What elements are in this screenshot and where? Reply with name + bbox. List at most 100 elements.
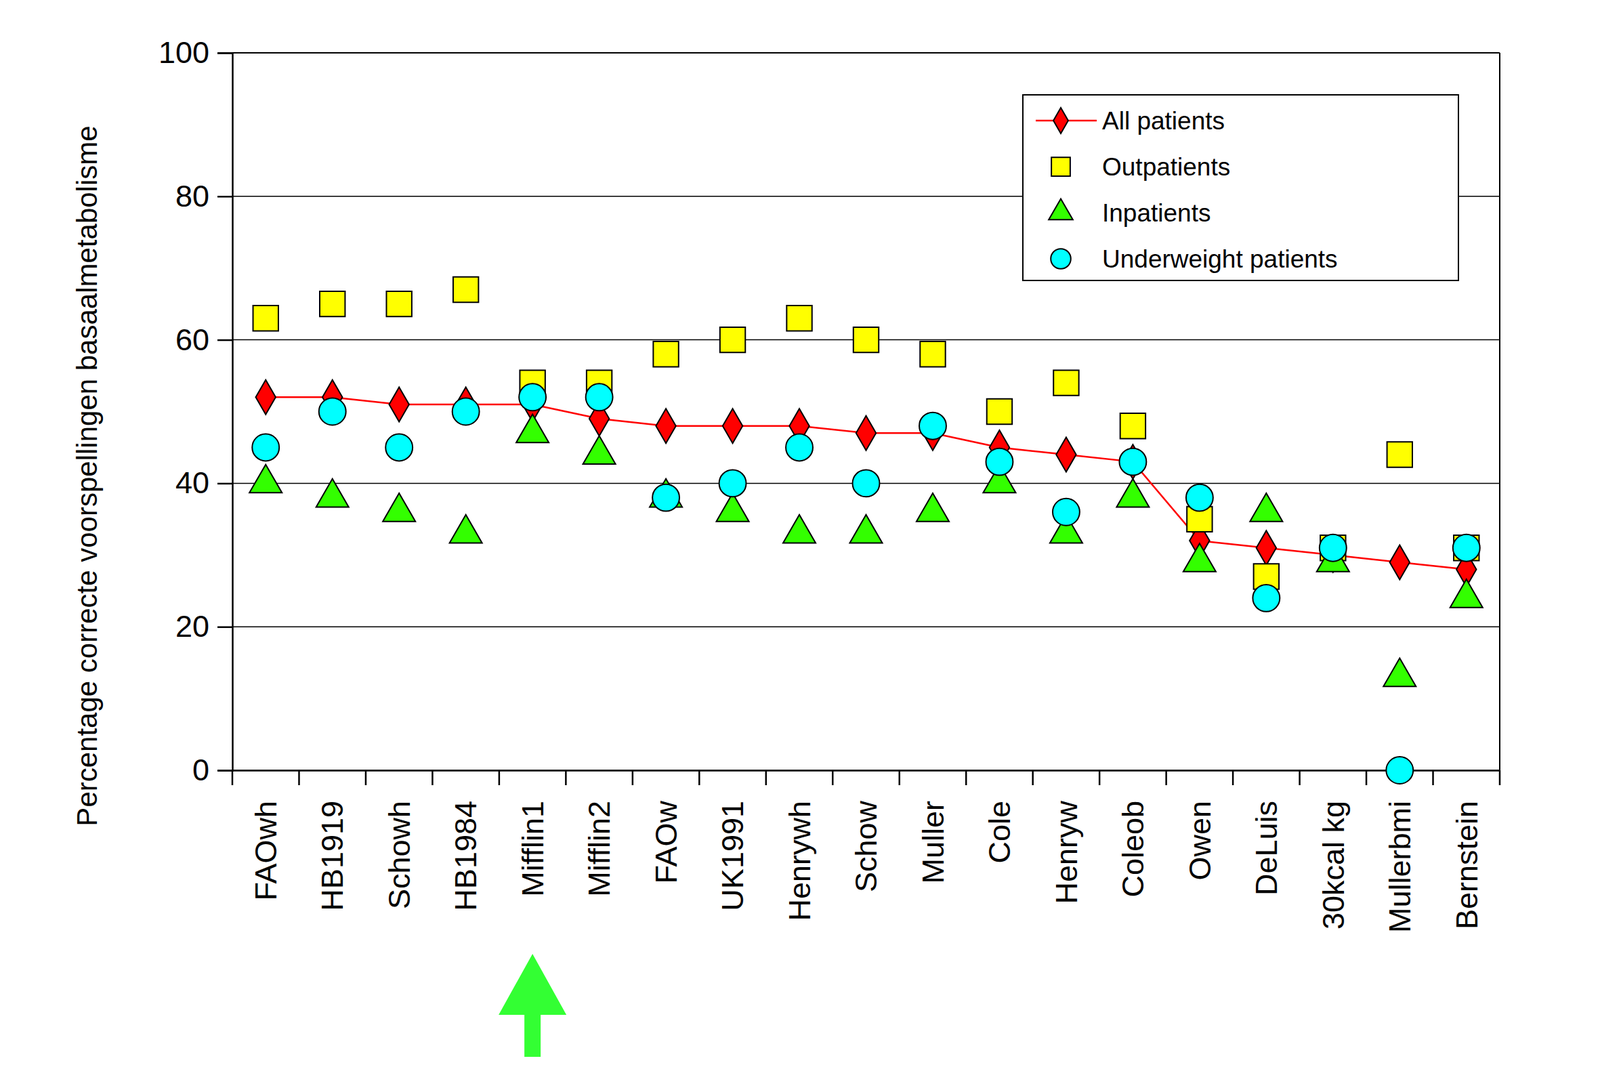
tick-mark xyxy=(1365,770,1368,786)
tick: FAOw xyxy=(648,800,684,884)
marker xyxy=(256,380,276,415)
tick-label: Cole xyxy=(982,800,1017,864)
tick-label: UK1991 xyxy=(715,800,750,912)
tick-mark xyxy=(217,339,233,342)
marker xyxy=(1453,534,1481,562)
marker xyxy=(1383,658,1416,687)
legend-label: All patients xyxy=(1102,107,1225,135)
tick: 40 xyxy=(175,465,233,500)
series xyxy=(253,277,1480,590)
marker xyxy=(719,469,747,497)
marker xyxy=(1252,584,1280,612)
tick: DeLuis xyxy=(1249,800,1284,896)
series xyxy=(249,414,1483,687)
tick: Cole xyxy=(982,800,1017,864)
frame xyxy=(1499,52,1501,771)
tick-label: Mifflin1 xyxy=(515,800,551,897)
tick-mark xyxy=(431,770,434,786)
marker xyxy=(786,305,812,331)
tick-label: Owen xyxy=(1182,800,1218,881)
tick-label: HB1919 xyxy=(314,800,350,912)
tick-mark xyxy=(1031,770,1034,786)
tick-mark xyxy=(1165,770,1168,786)
marker xyxy=(1183,543,1216,572)
grid-line xyxy=(232,769,1500,771)
marker xyxy=(249,464,282,494)
marker xyxy=(452,398,480,426)
tick-label: Bernstein xyxy=(1449,800,1485,930)
marker xyxy=(319,398,347,426)
marker xyxy=(856,415,876,451)
tick-label: FAOw xyxy=(648,800,684,884)
axis-line xyxy=(217,53,234,771)
marker xyxy=(386,291,412,317)
marker xyxy=(449,514,483,544)
marker xyxy=(1119,448,1147,476)
legend-box xyxy=(1022,94,1459,281)
marker xyxy=(652,484,680,512)
legend-symbol xyxy=(1051,157,1071,177)
marker xyxy=(453,277,479,303)
marker xyxy=(385,434,413,462)
tick-label: 0 xyxy=(192,752,210,788)
tick-mark xyxy=(217,52,233,55)
x-axis: FAOwhHB1919SchowhHB1984Mifflin1Mifflin2F… xyxy=(233,770,1501,934)
tick-mark xyxy=(217,195,233,198)
marker xyxy=(518,383,546,411)
tick: HB1919 xyxy=(314,800,350,912)
tick-label: Schow xyxy=(848,800,884,893)
tick-mark xyxy=(831,770,834,786)
marker xyxy=(1249,493,1283,522)
tick-mark xyxy=(1499,770,1502,786)
tick: Mifflin2 xyxy=(581,800,617,897)
tick-label: 100 xyxy=(158,35,210,70)
tick: 20 xyxy=(175,608,233,644)
tick: HB1984 xyxy=(448,800,483,912)
tick-mark xyxy=(564,770,567,786)
arrow xyxy=(498,953,567,1057)
marker xyxy=(1120,413,1146,439)
y-axis-title: Percentage correcte voorspellingen basaa… xyxy=(71,125,103,826)
tick: Mifflin1 xyxy=(515,800,551,897)
marker xyxy=(722,408,743,444)
tick-mark xyxy=(1098,770,1101,786)
tick-label: Schowh xyxy=(382,800,417,910)
marker xyxy=(853,327,879,353)
tick-label: 60 xyxy=(175,322,210,357)
tick-mark xyxy=(965,770,968,786)
tick-label: Muller xyxy=(915,800,951,884)
marker xyxy=(919,341,945,367)
tick: 80 xyxy=(175,178,233,214)
tick-mark xyxy=(898,770,901,786)
marker xyxy=(986,398,1013,425)
marker xyxy=(919,412,947,440)
tick-mark xyxy=(498,770,501,786)
marker xyxy=(585,383,614,411)
tick: Owen xyxy=(1182,800,1218,881)
legend-symbol xyxy=(1048,198,1073,220)
tick-mark xyxy=(217,482,233,486)
tick-label: 40 xyxy=(175,465,210,500)
tick: 100 xyxy=(158,35,233,70)
marker xyxy=(655,408,676,444)
legend-symbol xyxy=(1050,248,1071,269)
marker xyxy=(1056,437,1076,473)
tick-label: 80 xyxy=(175,178,210,214)
axis-line xyxy=(233,769,1501,772)
tick: 0 xyxy=(192,752,233,788)
x-ticks xyxy=(232,770,1500,786)
marker xyxy=(1390,544,1410,580)
marker xyxy=(319,291,345,317)
tick-label: Coleob xyxy=(1115,800,1151,898)
tick-mark xyxy=(1298,770,1301,786)
marker xyxy=(583,435,616,465)
tick-label: Henrywh xyxy=(782,800,817,922)
tick: Henryw xyxy=(1049,800,1084,905)
series xyxy=(251,383,1480,784)
tick-label: 20 xyxy=(175,608,210,644)
chart: 020406080100FAOwhHB1919SchowhHB1984Miffl… xyxy=(0,0,1600,1067)
tick: 60 xyxy=(175,322,233,357)
tick-mark xyxy=(1232,770,1235,786)
grid xyxy=(232,52,1500,771)
marker xyxy=(516,414,549,444)
